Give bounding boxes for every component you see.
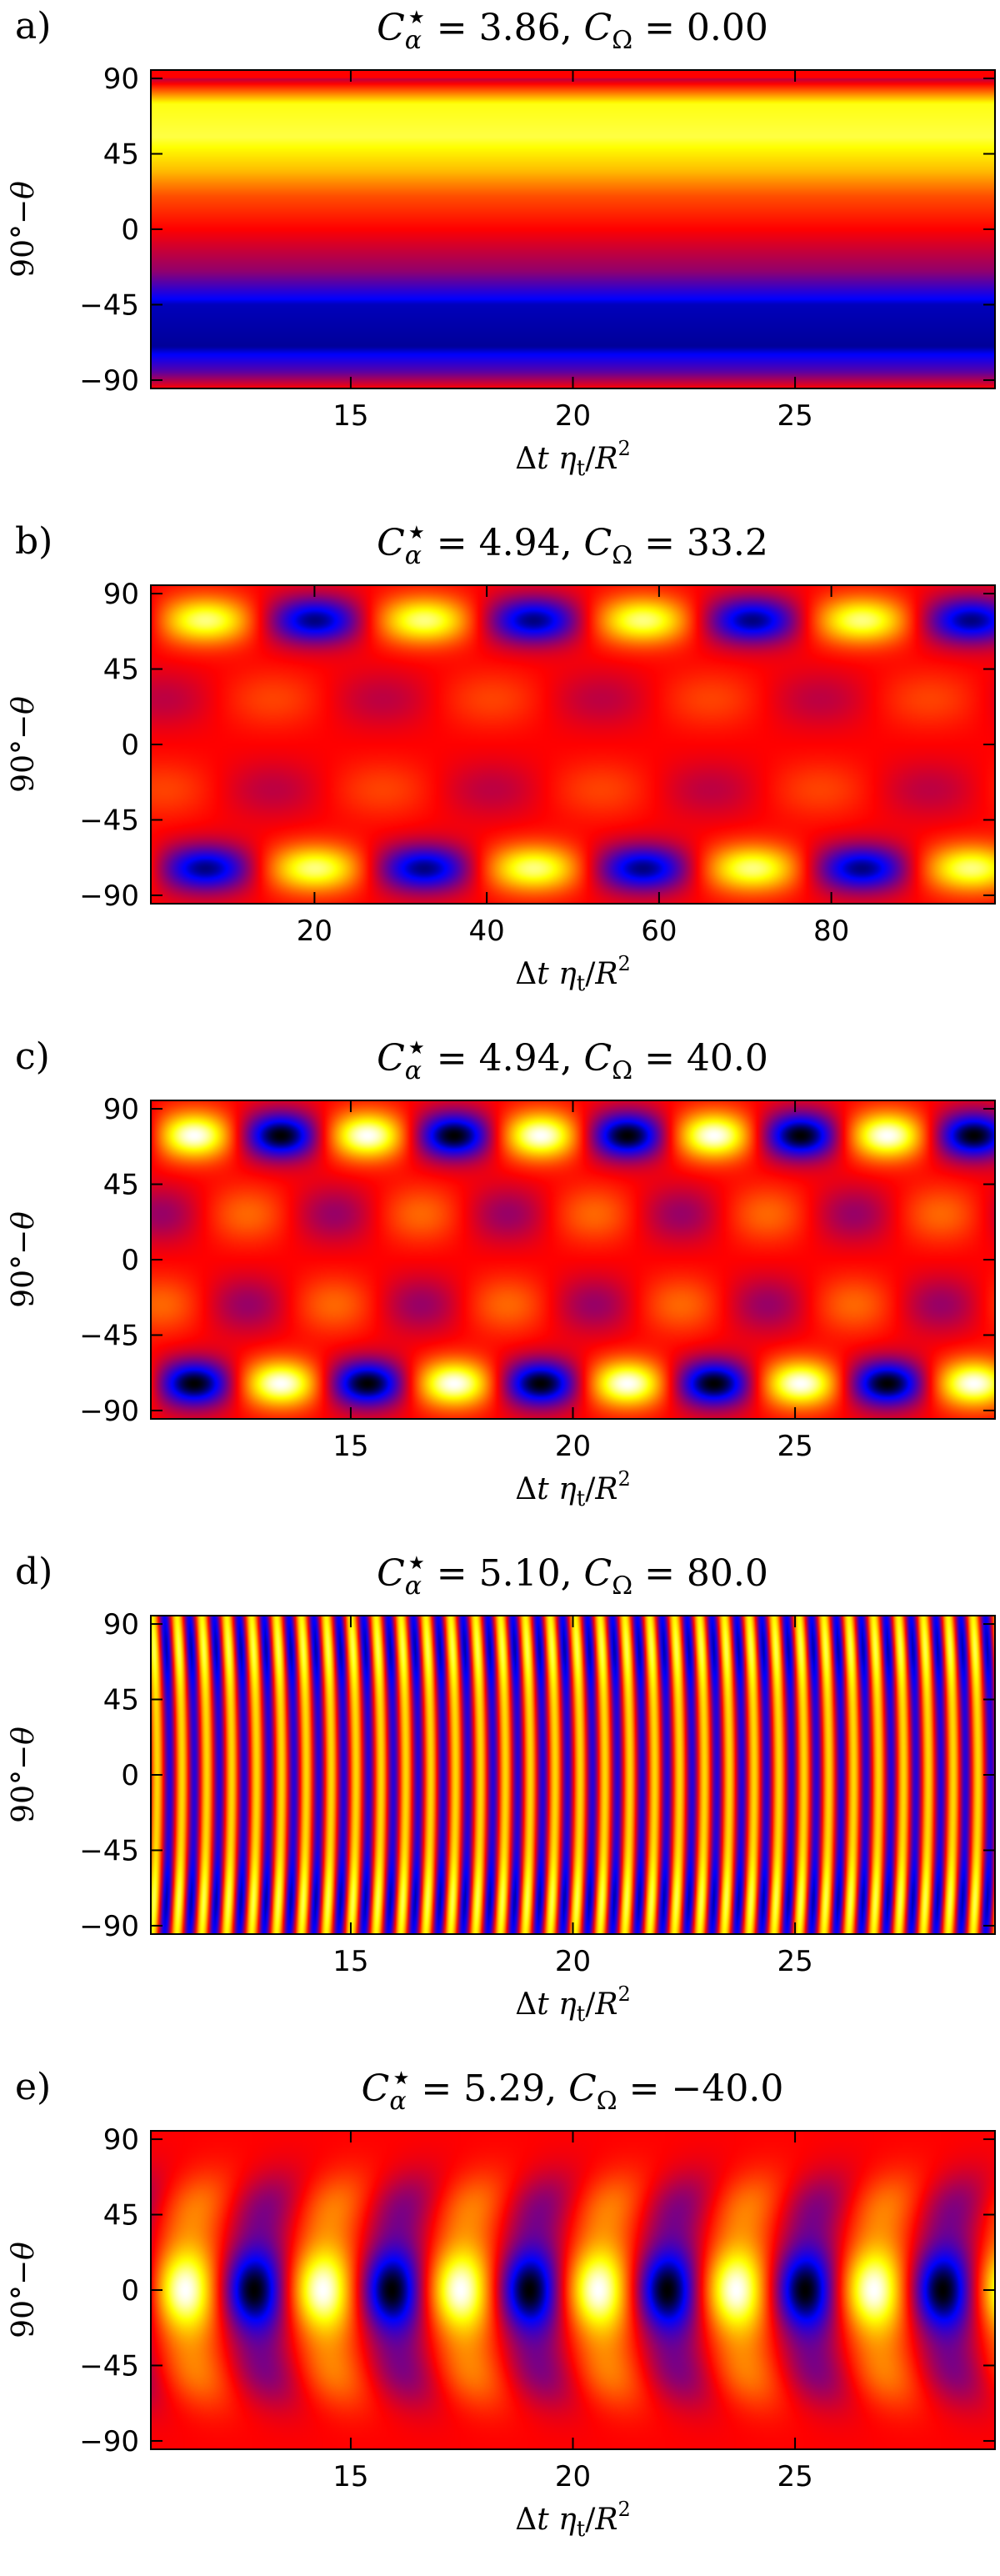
x-tick-label: 25 (777, 399, 812, 433)
x-tick-label: 25 (777, 1430, 812, 1463)
title-omega-value: = 33.2 (632, 522, 768, 564)
y-axis-label: 90°−θ (7, 696, 41, 793)
x-tick-label: 25 (777, 1945, 812, 1978)
y-tick-label: −45 (79, 1834, 139, 1867)
y-axis-label: 90°−θ (7, 2242, 41, 2338)
y-tick-label: −90 (79, 880, 139, 913)
panel-label: c) (15, 1035, 50, 1078)
y-tick-label: −90 (79, 364, 139, 398)
heatmap-image (151, 1100, 995, 1419)
y-tick-label: 90 (103, 1608, 139, 1641)
heatmap-image (151, 1616, 995, 1934)
y-axis-label: 90°−θ (7, 181, 41, 278)
y-tick-label: −45 (79, 2349, 139, 2383)
chart-title: Cα★ = 5.10, CΩ = 80.0 (377, 1552, 768, 1601)
title-omega-value: = 40.0 (632, 1037, 768, 1080)
x-tick-label: 20 (555, 2460, 591, 2493)
y-tick-label: −90 (79, 2425, 139, 2458)
panel-e: e) Cα★ = 5.29, CΩ = −40.0 15 20 25 90 45 0 −45 −9… (0, 2061, 1000, 2576)
x-tick-label: 20 (555, 399, 591, 433)
heatmap-image (151, 2131, 995, 2449)
chart-svg: c) Cα★ = 4.94, CΩ = 40.0 15 20 25 90 45 0 −45 −90… (7, 1035, 996, 1511)
x-axis-label: Δt ηt/R2 (515, 952, 630, 996)
y-tick-label: 0 (121, 1759, 139, 1792)
chart-svg: e) Cα★ = 5.29, CΩ = −40.0 15 20 25 90 45 0 −45 −9… (7, 2066, 996, 2542)
y-tick-label: −90 (79, 1910, 139, 1943)
panel-c: c) Cα★ = 4.94, CΩ = 40.0 15 20 25 90 45 0 −45 −90… (0, 1030, 1000, 1546)
x-axis-label: Δt ηt/R2 (515, 1467, 630, 1511)
title-alpha-value: = 3.86, (425, 7, 584, 49)
y-tick-label: −45 (79, 1319, 139, 1352)
panel-d: d) Cα★ = 5.10, CΩ = 80.0 15 20 25 90 45 0 −45 −90… (0, 1546, 1000, 2061)
panel-label: e) (15, 2066, 51, 2108)
x-tick-label: 15 (332, 1945, 368, 1978)
chart-title: Cα★ = 3.86, CΩ = 0.00 (377, 7, 768, 55)
chart-svg: a) Cα★ = 3.86, CΩ = 0.00 15 20 25 90 45 0 −45 −90… (7, 5, 996, 481)
x-axis-label: Δt ηt/R2 (515, 1982, 630, 2027)
title-alpha-value: = 4.94, (425, 522, 584, 564)
y-tick-label: 0 (121, 729, 139, 762)
y-axis-label: 90°−θ (7, 1727, 41, 1823)
x-axis-label: Δt ηt/R2 (515, 2498, 630, 2542)
heatmap-image (151, 585, 995, 904)
panel-label: b) (15, 520, 52, 563)
x-tick-label: 40 (468, 915, 504, 948)
y-tick-label: 90 (103, 578, 139, 611)
y-tick-label: 45 (103, 1169, 139, 1202)
x-tick-label: 80 (813, 915, 849, 948)
title-omega-value: = 0.00 (632, 7, 768, 49)
chart-title: Cα★ = 4.94, CΩ = 33.2 (377, 522, 768, 570)
title-alpha-value: = 5.10, (425, 1552, 584, 1595)
x-axis-label: Δt ηt/R2 (515, 437, 630, 481)
x-tick-label: 15 (332, 1430, 368, 1463)
y-tick-label: 90 (103, 63, 139, 96)
heatmap-image (151, 70, 995, 388)
panel-label: d) (15, 1551, 52, 1593)
chart-title: Cα★ = 4.94, CΩ = 40.0 (377, 1037, 768, 1085)
x-tick-label: 60 (641, 915, 677, 948)
x-tick-label: 20 (555, 1430, 591, 1463)
title-alpha-value: = 4.94, (425, 1037, 584, 1080)
x-tick-label: 20 (297, 915, 332, 948)
title-omega-value: = 80.0 (632, 1552, 768, 1595)
panel-label: a) (15, 5, 51, 48)
y-tick-label: 0 (121, 213, 139, 247)
title-omega-value: = −40.0 (618, 2067, 784, 2110)
y-tick-label: 45 (103, 2199, 139, 2233)
chart-title: Cα★ = 5.29, CΩ = −40.0 (362, 2067, 784, 2116)
y-tick-label: 45 (103, 1684, 139, 1717)
y-tick-label: 45 (103, 138, 139, 172)
chart-svg: b) Cα★ = 4.94, CΩ = 33.2 20 40 60 80 90 45 0 −45 −… (7, 520, 996, 996)
chart-svg: d) Cα★ = 5.10, CΩ = 80.0 15 20 25 90 45 0 −45 −90… (7, 1551, 996, 2027)
y-tick-label: 90 (103, 2123, 139, 2157)
panel-a: a) Cα★ = 3.86, CΩ = 0.00 15 20 25 90 45 0 −45 −90… (0, 0, 1000, 515)
x-tick-label: 15 (332, 2460, 368, 2493)
y-tick-label: 90 (103, 1093, 139, 1126)
title-alpha-value: = 5.29, (409, 2067, 568, 2110)
y-tick-label: 0 (121, 1244, 139, 1277)
y-tick-label: −90 (79, 1395, 139, 1428)
x-tick-label: 15 (332, 399, 368, 433)
y-tick-label: 45 (103, 654, 139, 687)
x-tick-label: 25 (777, 2460, 812, 2493)
y-axis-label: 90°−θ (7, 1211, 41, 1308)
y-tick-label: −45 (79, 804, 139, 837)
x-tick-label: 20 (555, 1945, 591, 1978)
y-tick-label: 0 (121, 2274, 139, 2308)
panel-b: b) Cα★ = 4.94, CΩ = 33.2 20 40 60 80 90 45 0 −45 −… (0, 515, 1000, 1030)
y-tick-label: −45 (79, 288, 139, 322)
